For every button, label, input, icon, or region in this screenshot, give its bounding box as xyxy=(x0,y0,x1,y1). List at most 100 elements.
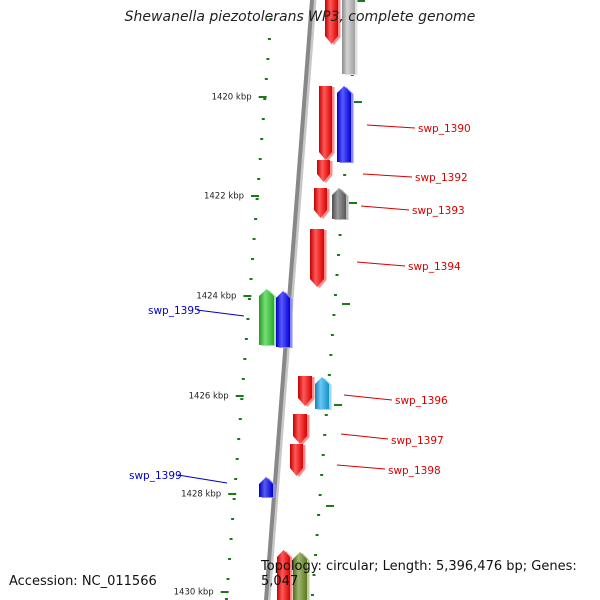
tick-mark xyxy=(334,404,342,406)
tick-mark xyxy=(261,118,265,120)
tick-mark xyxy=(324,414,328,416)
tick-mark xyxy=(327,374,331,376)
tick-mark xyxy=(349,202,357,204)
gene-body xyxy=(293,552,307,600)
gene-block xyxy=(310,229,327,288)
gene-block xyxy=(276,291,293,348)
gene-body xyxy=(310,229,324,287)
gene-label: swp_1392 xyxy=(415,172,468,184)
tick-mark xyxy=(317,514,321,516)
tick-mark xyxy=(260,138,264,140)
tick-mark xyxy=(315,534,319,536)
tick-mark xyxy=(337,254,341,256)
gene-leader-line xyxy=(336,464,386,470)
kbp-tick xyxy=(235,395,244,397)
gene-leader-line xyxy=(340,433,389,440)
tick-mark xyxy=(338,234,342,236)
tick-mark xyxy=(241,378,245,380)
accession-text: Accession: NC_011566 xyxy=(9,574,157,589)
gene-swp_1393: swp_1393 xyxy=(314,188,465,220)
gene-body xyxy=(342,0,355,74)
tick-mark xyxy=(318,494,322,496)
gene-leader-line xyxy=(343,394,393,401)
tick-mark xyxy=(312,574,316,576)
gene-label: swp_1397 xyxy=(391,435,444,447)
gene-body xyxy=(319,86,332,160)
gene-body xyxy=(290,444,303,476)
kbp-tick xyxy=(228,493,237,495)
tick-mark xyxy=(246,318,250,320)
tick-mark xyxy=(229,538,233,540)
kbp-label: 1424 kbp xyxy=(196,292,236,302)
gene-leader-line xyxy=(196,309,245,317)
gene-block xyxy=(332,188,349,220)
gene-label: swp_1393 xyxy=(412,205,465,217)
tick-mark xyxy=(251,258,255,260)
gene-body xyxy=(314,188,327,218)
kbp-label: 1420 kbp xyxy=(212,93,252,103)
gene-body xyxy=(276,291,290,347)
tick-mark xyxy=(264,78,268,80)
tick-mark xyxy=(237,438,241,440)
gene-body xyxy=(259,289,274,345)
gene-leader-line xyxy=(360,205,410,211)
tick-mark xyxy=(354,101,362,103)
tick-mark xyxy=(263,98,267,100)
gene-swp_1394: swp_1394 xyxy=(310,229,461,288)
gene-swp_1395: swp_1395 xyxy=(148,289,293,348)
gene-block xyxy=(293,414,310,445)
gene-body xyxy=(315,377,329,409)
tick-mark xyxy=(226,578,230,580)
gene-swp_1397: swp_1397 xyxy=(293,414,444,447)
tick-mark xyxy=(258,158,262,160)
tick-mark xyxy=(235,458,239,460)
tick-mark xyxy=(333,294,337,296)
tick-mark xyxy=(357,0,365,2)
gene-block xyxy=(317,160,333,183)
gene-body xyxy=(298,376,312,406)
gene-block xyxy=(319,86,335,161)
tick-mark xyxy=(232,498,236,500)
gene-swp_1399: swp_1399 xyxy=(129,470,276,498)
tick-mark xyxy=(269,18,273,20)
kbp-label: 1426 kbp xyxy=(189,392,229,402)
tick-mark xyxy=(266,58,270,60)
gene-block xyxy=(293,552,310,600)
tick-mark xyxy=(224,598,228,600)
tick-mark xyxy=(314,554,318,556)
tick-mark xyxy=(238,418,242,420)
gene-block xyxy=(290,444,306,477)
gene-body xyxy=(277,550,290,600)
kbp-tick xyxy=(220,591,229,593)
kbp-label: 1428 kbp xyxy=(181,490,221,500)
tick-mark xyxy=(330,334,334,336)
tick-mark xyxy=(310,594,314,596)
gene-block xyxy=(325,0,341,45)
kbp-label: 1422 kbp xyxy=(204,192,244,202)
tick-mark xyxy=(244,338,248,340)
tick-mark xyxy=(234,478,238,480)
gene-body xyxy=(337,86,351,162)
gene-block xyxy=(314,188,330,219)
tick-mark xyxy=(326,505,334,507)
gene-leader-line xyxy=(366,124,416,129)
gene-block xyxy=(259,289,277,346)
gene-body xyxy=(317,160,330,182)
kbp-tick xyxy=(258,96,267,98)
tick-mark xyxy=(228,558,232,560)
tick-mark xyxy=(342,303,350,305)
gene-leader-line xyxy=(356,261,406,267)
gene-leader-line xyxy=(177,474,228,484)
gene-label: swp_1395 xyxy=(148,305,201,317)
tick-mark xyxy=(257,178,261,180)
kbp-label: 1430 kbp xyxy=(174,588,214,598)
gene-block xyxy=(342,0,358,75)
kbp-tick xyxy=(251,195,260,197)
gene-block xyxy=(298,376,315,407)
gene-swp_1398: swp_1398 xyxy=(290,444,441,477)
gene-block xyxy=(259,477,276,498)
gene-block xyxy=(337,86,354,163)
gene-label: swp_1399 xyxy=(129,470,182,482)
tick-mark xyxy=(240,398,244,400)
